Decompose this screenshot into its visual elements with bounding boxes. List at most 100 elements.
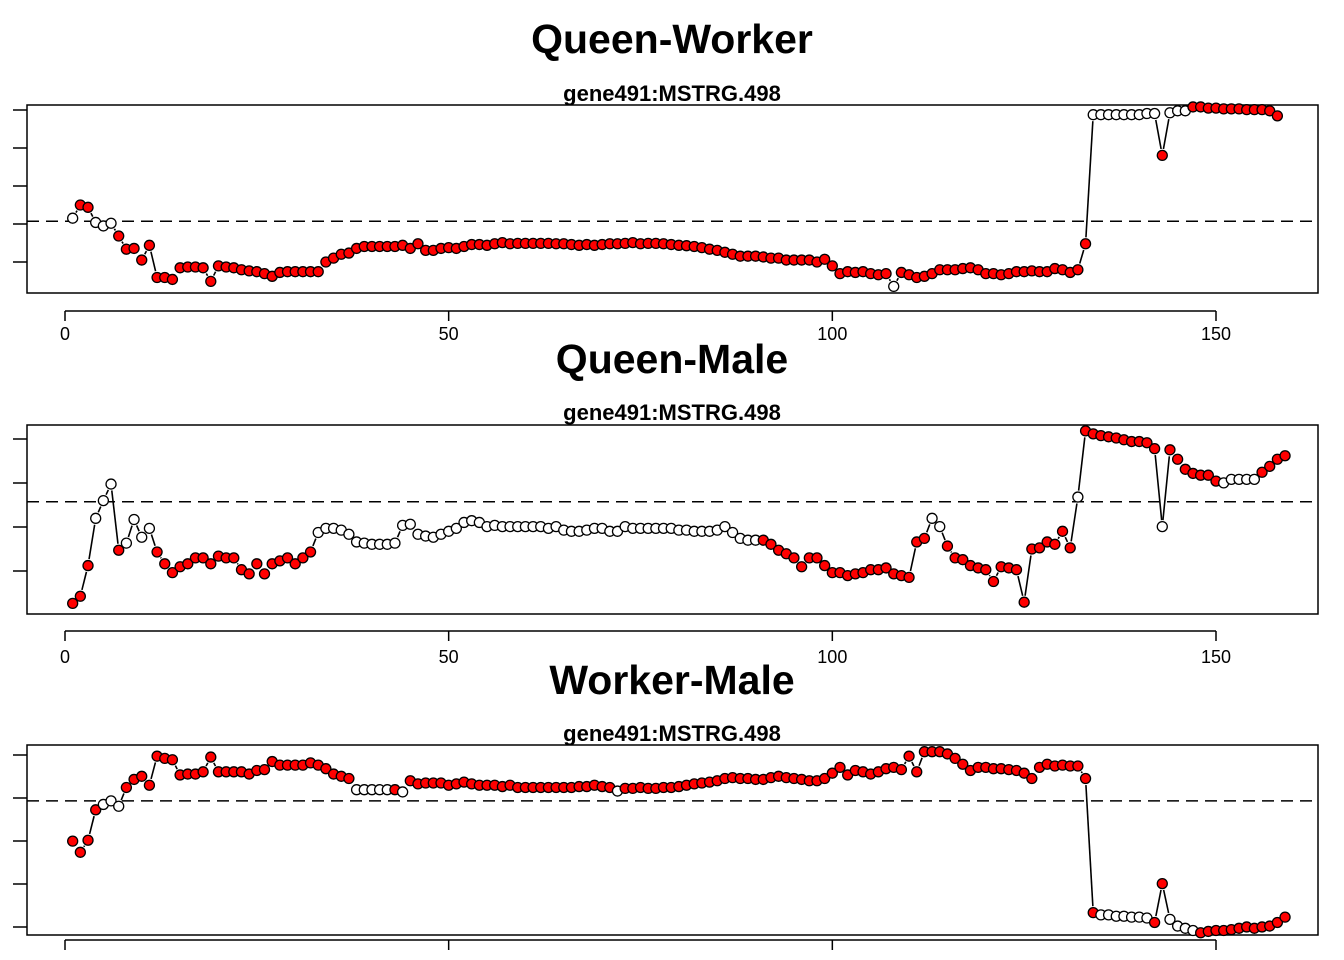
series-line-segment xyxy=(113,228,117,231)
data-point xyxy=(903,571,915,584)
series-line-segment xyxy=(1085,121,1094,238)
plot-area xyxy=(13,744,1319,950)
data-point xyxy=(228,552,240,564)
panel-worker-male: Worker-Male gene491:MSTRG.498 xyxy=(13,657,1319,950)
series-line-segment xyxy=(75,210,78,213)
data-point xyxy=(819,253,831,265)
series-line-segment xyxy=(1017,575,1024,597)
data-point xyxy=(1148,442,1161,455)
panel-title: Worker-Male xyxy=(549,657,794,703)
series-line-segment xyxy=(150,534,156,547)
series-line-segment xyxy=(212,271,217,276)
series-line-segment xyxy=(236,562,239,565)
data-point xyxy=(1049,538,1061,550)
data-point xyxy=(143,239,156,251)
panel-queen-male: Queen-Male gene491:MSTRG.498 0 50 100 150 xyxy=(13,336,1319,667)
data-point xyxy=(826,767,838,779)
data-point xyxy=(450,522,462,535)
data-point xyxy=(949,752,961,765)
series-line-segment xyxy=(396,531,401,538)
data-point xyxy=(205,558,217,570)
series-line-segment xyxy=(90,212,94,218)
data-point xyxy=(312,266,324,278)
series-line-segment xyxy=(120,793,125,801)
data-point xyxy=(67,597,79,610)
series-line-segment xyxy=(1057,536,1060,540)
data-point xyxy=(258,568,271,580)
data-point xyxy=(343,528,355,540)
data-point xyxy=(1010,564,1023,576)
data-point xyxy=(281,552,294,564)
data-point xyxy=(113,800,125,812)
data-point xyxy=(205,275,217,288)
series-line-segment xyxy=(135,525,140,532)
series-line-segment xyxy=(1070,503,1078,542)
series-line-segment xyxy=(1154,119,1162,150)
data-point xyxy=(343,772,355,785)
series-line-segment xyxy=(144,250,148,255)
data-point xyxy=(412,238,424,250)
data-point xyxy=(120,537,133,549)
data-point xyxy=(1072,760,1084,772)
series-line-segment xyxy=(1155,889,1162,917)
series-line-segment xyxy=(105,489,110,496)
series-line-segment xyxy=(1154,455,1163,521)
data-point xyxy=(197,766,209,778)
data-point xyxy=(251,558,263,570)
data-point xyxy=(1072,491,1084,503)
data-point xyxy=(1141,437,1153,449)
data-point xyxy=(205,751,217,763)
data-point xyxy=(90,512,102,524)
data-point xyxy=(888,280,900,293)
series-line-segment xyxy=(950,551,953,553)
data-point xyxy=(1156,877,1168,890)
data-point xyxy=(788,552,800,564)
data-point xyxy=(1271,110,1284,122)
data-point xyxy=(404,518,416,530)
data-point xyxy=(136,770,148,782)
data-point xyxy=(987,575,1000,588)
data-point xyxy=(765,538,777,550)
series-line-segment xyxy=(110,490,119,544)
data-point xyxy=(1018,596,1030,608)
data-point xyxy=(1033,542,1046,554)
data-point xyxy=(819,772,831,785)
data-point xyxy=(926,512,938,524)
data-point xyxy=(243,568,255,580)
data-point xyxy=(918,532,931,545)
x-tick-label: 50 xyxy=(439,647,459,667)
series-line-segment xyxy=(925,524,931,533)
series-line-segment xyxy=(1162,119,1170,150)
plot-frame xyxy=(26,104,1319,294)
series-line-segment xyxy=(1085,784,1094,907)
data-point xyxy=(1156,149,1168,162)
series-line-segment xyxy=(941,532,946,541)
data-point xyxy=(1164,444,1176,456)
series-line-segment xyxy=(896,277,899,282)
plot-frame xyxy=(26,424,1319,615)
data-point xyxy=(1018,767,1030,779)
data-point xyxy=(895,763,908,776)
data-point xyxy=(834,761,846,774)
data-point xyxy=(1171,453,1184,465)
data-point xyxy=(1279,911,1291,923)
data-point xyxy=(90,804,102,816)
x-tick-label: 100 xyxy=(817,324,847,344)
data-point xyxy=(934,520,946,533)
data-point xyxy=(819,559,831,572)
data-point xyxy=(82,834,94,846)
data-point xyxy=(1072,264,1084,276)
data-point xyxy=(1079,238,1092,250)
data-point xyxy=(1164,913,1176,926)
data-point xyxy=(128,242,140,255)
data-point xyxy=(795,561,808,573)
series-line-segment xyxy=(988,574,991,577)
series-line-segment xyxy=(911,761,915,767)
series-line-segment xyxy=(1077,437,1086,491)
panel-subtitle: gene491:MSTRG.498 xyxy=(563,81,781,106)
series-line-segment xyxy=(97,506,102,513)
series-line-segment xyxy=(1162,456,1171,521)
data-point xyxy=(258,763,271,776)
data-point xyxy=(82,201,94,213)
data-point xyxy=(957,758,969,770)
